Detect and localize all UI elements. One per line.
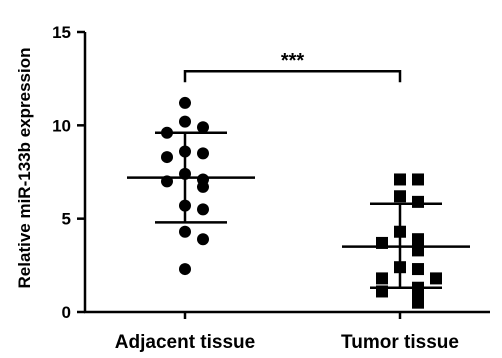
- data-point: [197, 121, 209, 134]
- data-point: [179, 263, 191, 276]
- data-point: [412, 195, 424, 208]
- data-point: [179, 96, 191, 109]
- data-point: [376, 272, 388, 285]
- y-axis-title: Relative miR-133b expression: [15, 48, 34, 289]
- data-point: [197, 147, 209, 160]
- data-point: [412, 233, 424, 246]
- x-category-label: Adjacent tissue: [115, 332, 255, 353]
- data-point: [394, 173, 406, 186]
- data-point: [197, 203, 209, 216]
- data-point: [197, 180, 209, 193]
- axes: [83, 32, 490, 319]
- significance-label: ***: [281, 50, 305, 72]
- y-tick-label: 5: [62, 210, 71, 229]
- y-tick-label: 0: [62, 303, 71, 322]
- x-category-label: Tumor tissue: [341, 332, 459, 353]
- y-tick-label: 15: [52, 23, 71, 42]
- group-2: [342, 173, 470, 309]
- data-point: [197, 233, 209, 246]
- data-point: [412, 296, 424, 309]
- data-point: [412, 263, 424, 276]
- data-point: [394, 190, 406, 203]
- bracket-line: [183, 69, 402, 83]
- group-1: [127, 96, 255, 276]
- data-point: [412, 173, 424, 186]
- data-point: [179, 225, 191, 238]
- data-groups: [127, 96, 470, 309]
- category-labels: Adjacent tissue Tumor tissue: [115, 332, 459, 353]
- data-point: [161, 151, 173, 164]
- significance-bracket: ***: [183, 50, 402, 83]
- data-point: [179, 115, 191, 128]
- y-tick-label: 10: [52, 116, 71, 135]
- y-axis-ticks: 0 5 10 15: [52, 23, 85, 322]
- data-point: [430, 272, 442, 285]
